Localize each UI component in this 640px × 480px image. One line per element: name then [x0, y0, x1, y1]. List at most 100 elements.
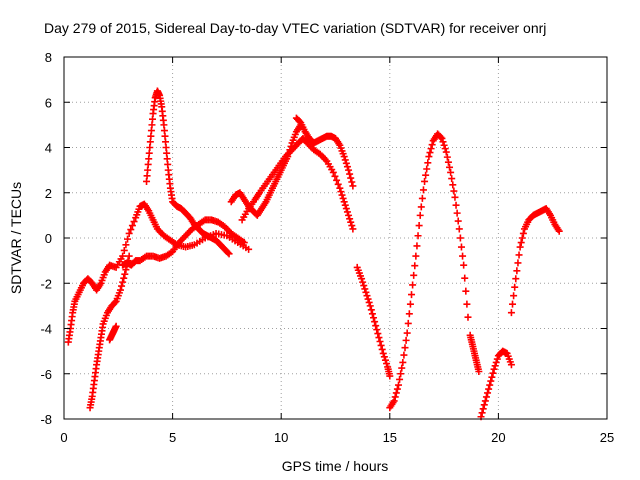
data-point	[424, 159, 432, 167]
data-point	[346, 215, 354, 223]
data-points	[64, 87, 563, 421]
series-arc13	[507, 205, 563, 317]
data-point	[398, 364, 406, 372]
data-point	[510, 292, 518, 300]
data-point	[408, 291, 416, 299]
data-point	[418, 194, 426, 202]
data-point	[380, 353, 388, 361]
data-point	[343, 163, 351, 171]
data-point	[439, 138, 447, 146]
data-point	[489, 369, 497, 377]
data-point	[426, 149, 434, 157]
data-point	[444, 158, 452, 166]
data-point	[403, 329, 411, 337]
data-point	[487, 377, 495, 385]
data-point	[515, 251, 523, 259]
data-point	[122, 266, 130, 274]
data-point	[486, 381, 494, 389]
data-point	[452, 201, 460, 209]
y-tick-label: -6	[40, 367, 52, 382]
data-point	[475, 367, 483, 375]
data-point	[413, 242, 421, 250]
data-point	[348, 222, 356, 230]
data-point	[428, 141, 436, 149]
data-point	[240, 239, 248, 247]
data-point	[345, 166, 353, 174]
data-point	[378, 345, 386, 353]
data-point	[421, 177, 429, 185]
data-point	[245, 245, 253, 253]
data-point	[372, 322, 380, 330]
data-point	[130, 218, 138, 226]
data-point	[127, 226, 135, 234]
y-tick-label: 8	[45, 50, 52, 65]
data-point	[392, 389, 400, 397]
data-point	[122, 241, 130, 249]
data-point	[370, 314, 378, 322]
data-point	[394, 381, 402, 389]
data-point	[410, 271, 418, 279]
data-point	[329, 168, 337, 176]
data-point	[419, 186, 427, 194]
data-point	[346, 170, 354, 178]
data-point	[364, 295, 372, 303]
data-point	[411, 262, 419, 270]
data-point	[512, 275, 520, 283]
data-point	[405, 310, 413, 318]
x-tick-label: 10	[274, 430, 288, 445]
data-point	[441, 145, 449, 153]
y-tick-label: 0	[45, 231, 52, 246]
data-point	[349, 225, 357, 233]
data-point	[368, 310, 376, 318]
series-arc10	[386, 130, 472, 412]
data-point	[125, 252, 133, 260]
data-point	[427, 145, 435, 153]
data-point	[406, 300, 414, 308]
data-point	[442, 148, 450, 156]
x-tick-label: 15	[383, 430, 397, 445]
data-point	[519, 229, 527, 237]
data-point	[340, 153, 348, 161]
data-point	[400, 351, 408, 359]
data-point	[367, 306, 375, 314]
data-point	[345, 211, 353, 219]
data-point	[457, 243, 465, 251]
data-point	[121, 270, 129, 278]
y-tick-label: 2	[45, 186, 52, 201]
data-point	[371, 318, 379, 326]
data-point	[381, 356, 389, 364]
data-point	[488, 373, 496, 381]
data-point	[359, 278, 367, 286]
data-point	[509, 300, 517, 308]
data-point	[331, 172, 339, 180]
data-point	[340, 198, 348, 206]
data-point	[348, 178, 356, 186]
data-point	[511, 283, 519, 291]
data-point	[416, 211, 424, 219]
data-point	[460, 261, 468, 269]
data-point	[425, 153, 433, 161]
data-point	[456, 234, 464, 242]
series-arc12	[477, 347, 515, 421]
data-point	[111, 298, 119, 306]
data-point	[386, 372, 394, 380]
data-point	[485, 385, 493, 393]
data-point	[492, 358, 500, 366]
y-axis-label: SDTVAR / TECUs	[8, 182, 24, 294]
data-point	[349, 182, 357, 190]
data-point	[438, 134, 446, 142]
data-point	[399, 358, 407, 366]
data-point	[360, 282, 368, 290]
data-point	[479, 405, 487, 413]
series-arc9	[353, 263, 394, 380]
data-point	[112, 322, 120, 330]
data-point	[362, 288, 370, 296]
data-point	[347, 218, 355, 226]
data-point	[402, 336, 410, 344]
data-point	[342, 159, 350, 167]
data-point	[373, 326, 381, 334]
data-point	[396, 375, 404, 383]
data-point	[391, 393, 399, 401]
data-point	[119, 252, 127, 260]
data-point	[464, 313, 472, 321]
